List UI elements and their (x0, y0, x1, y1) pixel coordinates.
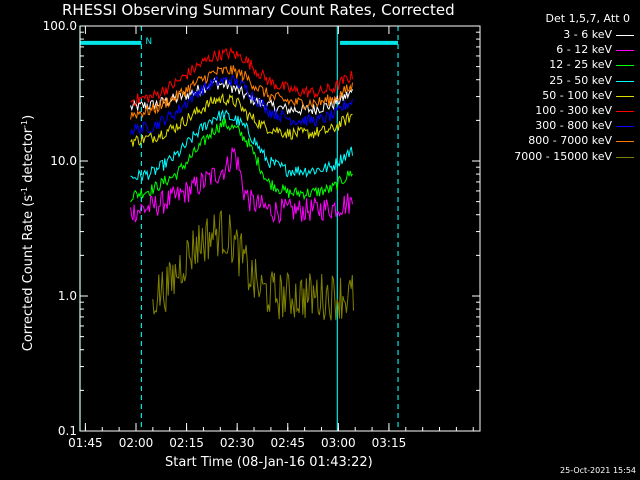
series-line (130, 147, 353, 225)
x-tick-label: 02:15 (169, 436, 204, 450)
series-line (152, 210, 354, 321)
legend-entry: 300 - 800 keV (480, 119, 640, 133)
legend-label: 800 - 7000 keV (528, 134, 612, 148)
legend-entry: 50 - 100 keV (480, 89, 640, 103)
legend-label: 12 - 25 keV (549, 58, 612, 72)
x-tick-label: 02:30 (220, 436, 255, 450)
legend-entry: 6 - 12 keV (480, 43, 640, 57)
chart-title: RHESSI Observing Summary Count Rates, Co… (62, 1, 455, 19)
legend-label: 25 - 50 keV (549, 73, 612, 87)
legend-label: 6 - 12 keV (556, 43, 612, 57)
y-axis-title: Corrected Count Rate (s-1 detector-1) (19, 114, 37, 352)
x-axis-title: Start Time (08-Jan-16 01:43:22) (165, 455, 373, 470)
x-tick-label: 03:00 (321, 436, 356, 450)
legend-entry: 25 - 50 keV (480, 74, 640, 88)
plot-frame (79, 25, 481, 432)
legend-swatch (616, 80, 634, 82)
legend-label: 300 - 800 keV (535, 119, 612, 133)
series-line (130, 77, 353, 116)
legend-title: Det 1,5,7, Att 0 (545, 12, 630, 25)
series-line (130, 46, 353, 107)
y-tick-label: 10.0 (50, 154, 77, 168)
y-tick-label: 1.0 (58, 289, 77, 303)
legend-swatch (616, 50, 634, 52)
series-line (130, 109, 353, 182)
legend-swatch (616, 111, 634, 112)
legend-entry: 800 - 7000 keV (480, 134, 640, 148)
series-line (130, 75, 353, 136)
legend-swatch (616, 141, 634, 143)
y-tick-label: 100.0 (43, 19, 77, 33)
legend-entry: 3 - 6 keV (480, 28, 640, 42)
legend-swatch (616, 35, 634, 36)
series-line (130, 118, 353, 203)
legend-label: 7000 - 15000 keV (514, 149, 612, 163)
legend-label: 100 - 300 keV (535, 104, 612, 117)
interval-label: N (145, 37, 152, 47)
legend-swatch (616, 156, 634, 158)
x-tick-label: 03:15 (372, 436, 407, 450)
legend-label: 50 - 100 keV (542, 88, 612, 102)
x-tick-label: 02:45 (270, 436, 305, 450)
timestamp: 25-Oct-2021 15:54 (560, 466, 636, 475)
series-line (130, 92, 353, 147)
x-tick-label: 02:00 (119, 436, 154, 450)
series-line (130, 65, 353, 120)
x-tick-label: 01:45 (68, 436, 103, 450)
legend-label: 3 - 6 keV (563, 28, 612, 41)
legend-entry: 100 - 300 keV (480, 104, 640, 118)
legend-entry: 12 - 25 keV (480, 58, 640, 72)
legend-swatch (616, 65, 634, 67)
legend-swatch (616, 126, 634, 128)
y-tick-label: 0.1 (58, 424, 77, 438)
legend-entry: 7000 - 15000 keV (480, 150, 640, 164)
legend-swatch (616, 95, 634, 97)
